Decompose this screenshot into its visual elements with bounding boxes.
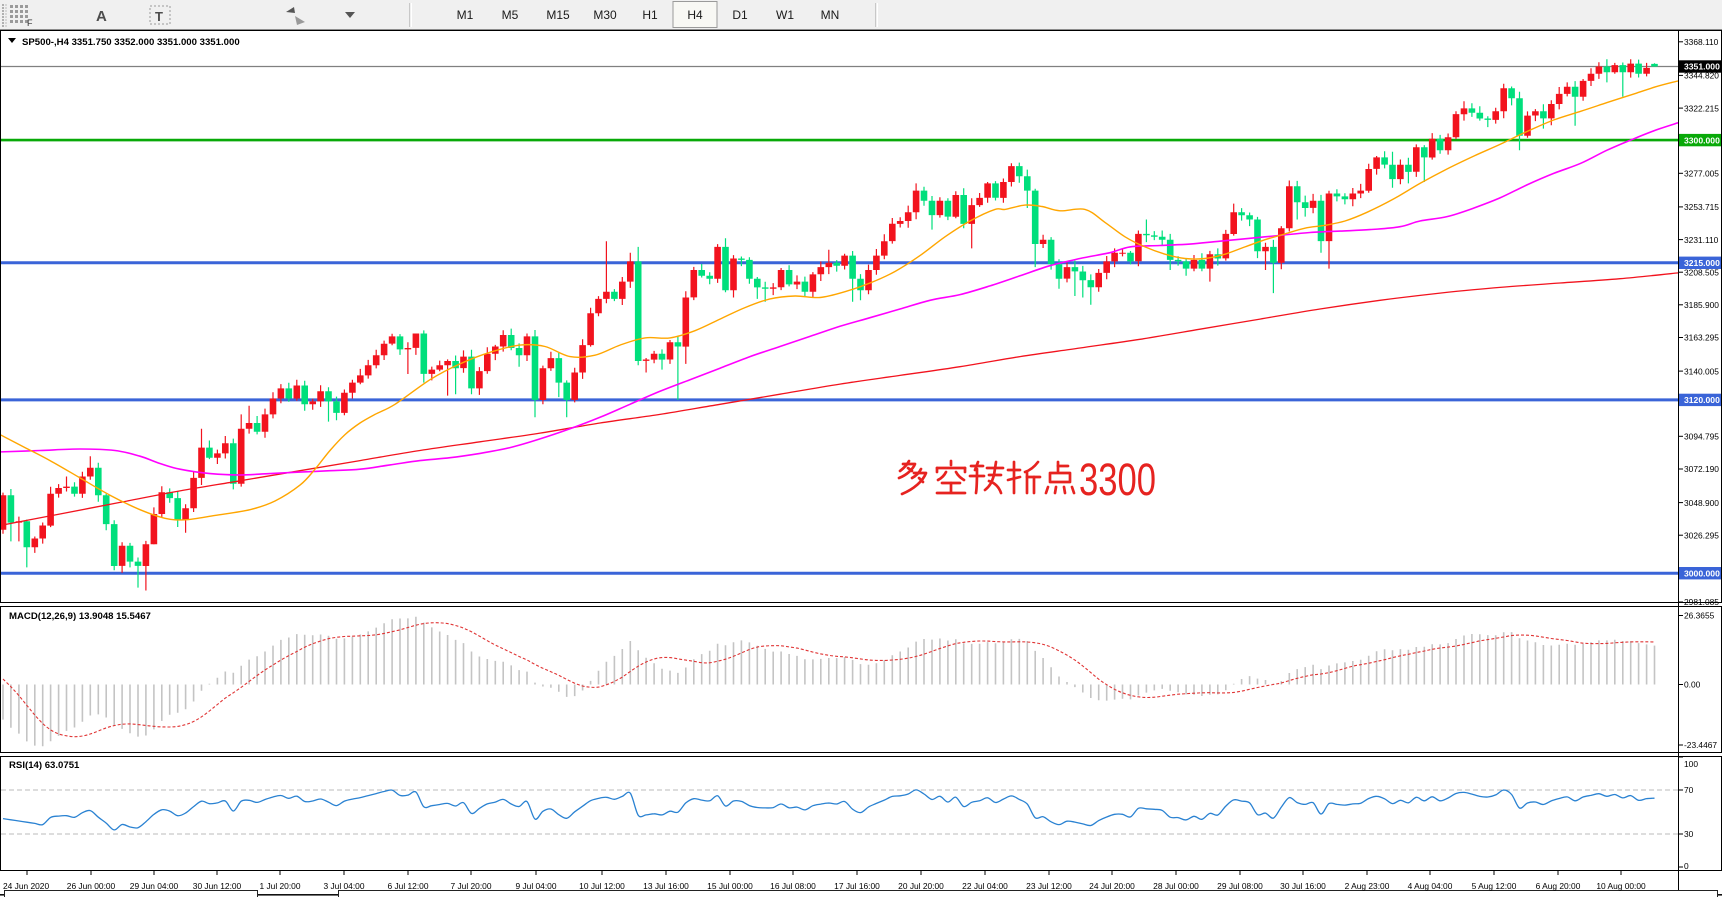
svg-text:70: 70 (1684, 785, 1694, 795)
svg-text:4 Aug 04:00: 4 Aug 04:00 (1408, 881, 1453, 891)
svg-text:W1: W1 (776, 8, 794, 22)
svg-text:5 Aug 12:00: 5 Aug 12:00 (1472, 881, 1517, 891)
svg-text:3300.000: 3300.000 (1684, 135, 1720, 145)
svg-text:16 Jul 08:00: 16 Jul 08:00 (770, 881, 816, 891)
svg-text:3215.000: 3215.000 (1684, 258, 1720, 268)
svg-text:3094.795: 3094.795 (1684, 432, 1719, 442)
svg-text:26.3655: 26.3655 (1684, 611, 1715, 621)
svg-text:22 Jul 04:00: 22 Jul 04:00 (962, 881, 1008, 891)
svg-text:15 Jul 00:00: 15 Jul 00:00 (707, 881, 753, 891)
svg-text:28 Jul 00:00: 28 Jul 00:00 (1153, 881, 1199, 891)
svg-text:3322.215: 3322.215 (1684, 103, 1719, 113)
svg-text:29 Jul 08:00: 29 Jul 08:00 (1217, 881, 1263, 891)
svg-text:3000.000: 3000.000 (1684, 568, 1720, 578)
svg-text:MACD(12,26,9) 13.9048 15.5467: MACD(12,26,9) 13.9048 15.5467 (9, 611, 151, 622)
svg-text:29 Jun 04:00: 29 Jun 04:00 (130, 881, 179, 891)
svg-text:H1: H1 (642, 8, 658, 22)
svg-text:3277.005: 3277.005 (1684, 169, 1719, 179)
svg-text:3163.295: 3163.295 (1684, 333, 1719, 343)
svg-text:7 Jul 20:00: 7 Jul 20:00 (451, 881, 492, 891)
svg-text:0: 0 (1684, 861, 1689, 871)
svg-text:-23.4467: -23.4467 (1684, 740, 1717, 750)
svg-text:H4: H4 (687, 8, 703, 22)
svg-text:3231.110: 3231.110 (1684, 235, 1719, 245)
svg-text:100: 100 (1684, 759, 1698, 769)
svg-text:13 Jul 16:00: 13 Jul 16:00 (643, 881, 689, 891)
svg-text:3120.000: 3120.000 (1684, 395, 1720, 405)
svg-text:26 Jun 00:00: 26 Jun 00:00 (67, 881, 116, 891)
svg-text:6 Jul 12:00: 6 Jul 12:00 (388, 881, 429, 891)
svg-text:SP500-,H4 3351.750 3352.000 3: SP500-,H4 3351.750 3352.000 3351.000 335… (22, 37, 240, 48)
svg-text:T: T (155, 9, 163, 24)
svg-text:3208.505: 3208.505 (1684, 267, 1719, 277)
svg-text:30 Jun 12:00: 30 Jun 12:00 (193, 881, 242, 891)
svg-text:6 Aug 20:00: 6 Aug 20:00 (1536, 881, 1581, 891)
svg-text:30 Jul 16:00: 30 Jul 16:00 (1280, 881, 1326, 891)
svg-text:3300: 3300 (1079, 454, 1156, 505)
svg-text:3048.900: 3048.900 (1684, 498, 1719, 508)
svg-text:3368.110: 3368.110 (1684, 37, 1719, 47)
svg-text:3253.715: 3253.715 (1684, 202, 1719, 212)
svg-text:20 Jul 20:00: 20 Jul 20:00 (898, 881, 944, 891)
svg-text:24 Jun 2020: 24 Jun 2020 (3, 881, 49, 891)
svg-text:10 Jul 12:00: 10 Jul 12:00 (579, 881, 625, 891)
svg-text:3344.820: 3344.820 (1684, 71, 1719, 81)
svg-text:9 Jul 04:00: 9 Jul 04:00 (516, 881, 557, 891)
svg-text:M30: M30 (593, 8, 617, 22)
svg-text:1 Jul 20:00: 1 Jul 20:00 (260, 881, 301, 891)
svg-text:RSI(14) 63.0751: RSI(14) 63.0751 (9, 760, 80, 771)
svg-text:2981.085: 2981.085 (1684, 597, 1719, 607)
svg-text:M15: M15 (546, 8, 570, 22)
svg-text:17 Jul 16:00: 17 Jul 16:00 (834, 881, 880, 891)
svg-text:23 Jul 12:00: 23 Jul 12:00 (1026, 881, 1072, 891)
svg-text:3072.190: 3072.190 (1684, 464, 1719, 474)
svg-text:M5: M5 (502, 8, 519, 22)
svg-text:24 Jul 20:00: 24 Jul 20:00 (1089, 881, 1135, 891)
svg-text:10 Aug 00:00: 10 Aug 00:00 (1596, 881, 1646, 891)
svg-text:3026.295: 3026.295 (1684, 530, 1719, 540)
svg-text:3140.005: 3140.005 (1684, 366, 1719, 376)
svg-text:MN: MN (821, 8, 840, 22)
svg-text:2 Aug 23:00: 2 Aug 23:00 (1345, 881, 1390, 891)
svg-text:3 Jul 04:00: 3 Jul 04:00 (324, 881, 365, 891)
svg-text:A: A (96, 8, 107, 25)
svg-text:M1: M1 (457, 8, 474, 22)
svg-text:0.00: 0.00 (1684, 680, 1701, 690)
svg-text:3185.900: 3185.900 (1684, 300, 1719, 310)
svg-text:30: 30 (1684, 829, 1694, 839)
svg-text:3351.000: 3351.000 (1684, 62, 1720, 72)
svg-text:F: F (27, 18, 33, 28)
svg-text:D1: D1 (732, 8, 748, 22)
